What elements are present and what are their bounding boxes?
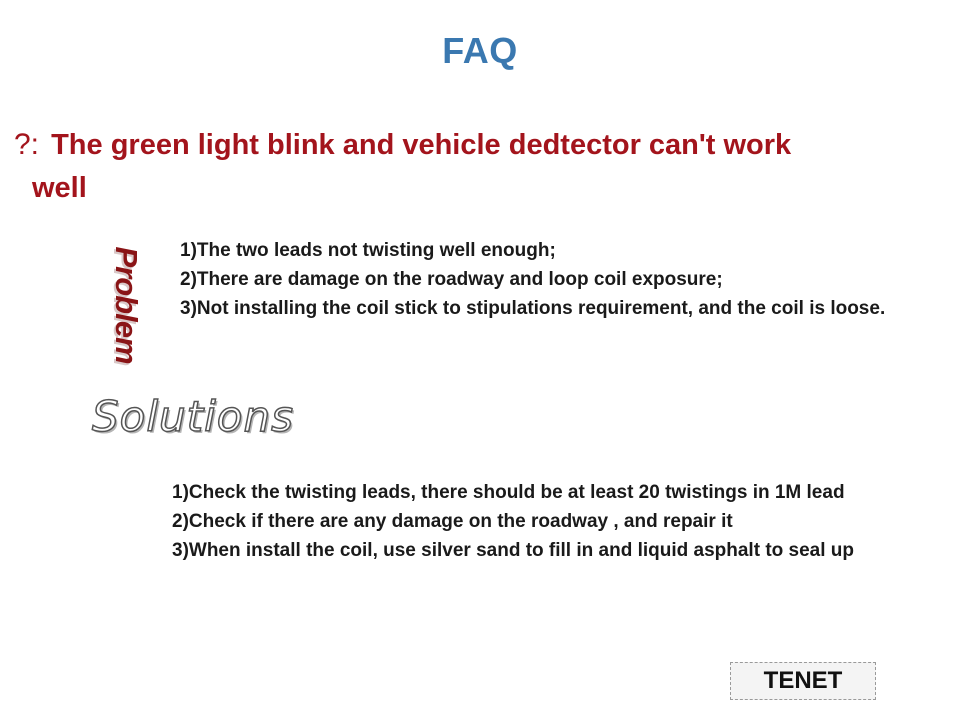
problem-item: 1)The two leads not twisting well enough…: [180, 240, 556, 261]
problem-item: 2)There are damage on the roadway and lo…: [180, 269, 723, 290]
question-mark: ?:: [14, 128, 40, 161]
brand-logo-box: TENET: [730, 662, 876, 700]
solution-item: 1)Check the twisting leads, there should…: [172, 482, 845, 503]
question-line-1: The green light blink and vehicle dedtec…: [51, 129, 792, 161]
question-line-2: well: [32, 172, 87, 204]
problem-label: Problem: [109, 246, 144, 364]
solutions-list: 1)Check the twisting leads, there should…: [172, 478, 902, 565]
solution-item: 3)When install the coil, use silver sand…: [172, 540, 854, 561]
solution-item: 2)Check if there are any damage on the r…: [172, 511, 733, 532]
problem-item: 3)Not installing the coil stick to stipu…: [180, 298, 886, 319]
problem-list: 1)The two leads not twisting well enough…: [180, 236, 900, 323]
question-heading: ?: The green light blink and vehicle ded…: [14, 123, 934, 210]
solutions-label: Solutions: [91, 391, 294, 442]
page-title: FAQ: [442, 30, 518, 71]
